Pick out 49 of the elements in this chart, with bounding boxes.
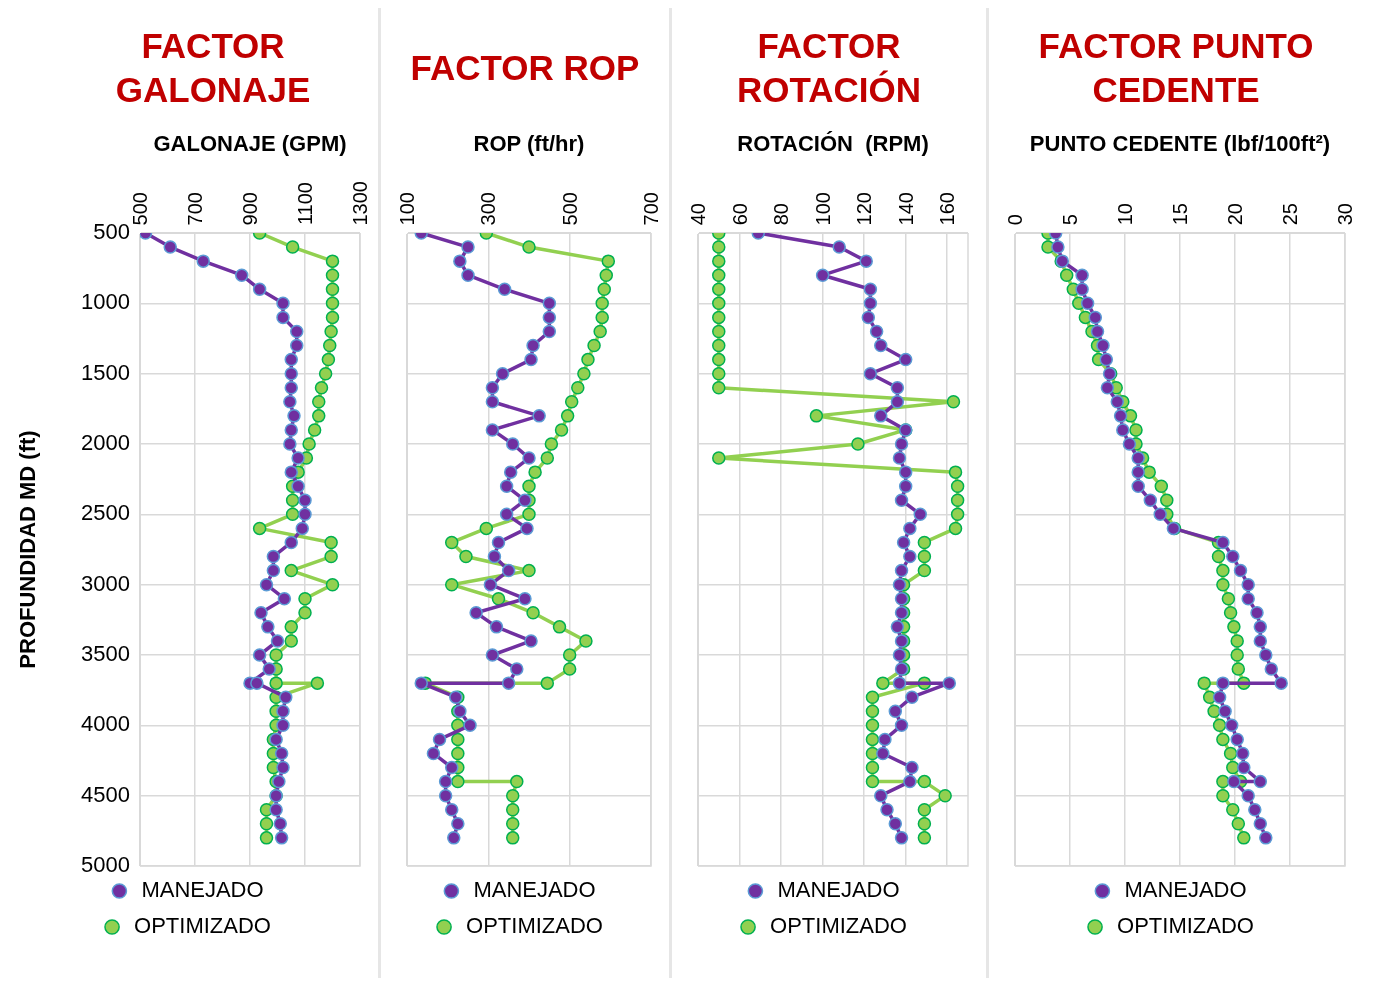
x-tick-label: 0 [1004,213,1026,225]
x-tick-label: 100 [396,191,418,225]
x-tick-label: 60 [728,202,751,225]
x-tick-label: 20 [1224,202,1246,225]
x-tick-label: 30 [1334,202,1356,225]
x-tick-label: 1300 [349,180,371,225]
legend-label: OPTIMIZADO [1117,913,1254,939]
x-tick-label: 500 [558,191,581,225]
x-tick-label: 700 [184,191,206,225]
x-tick-label: 900 [239,191,261,225]
legend-label: OPTIMIZADO [134,913,271,939]
y-tick-label: 1000 [81,289,130,315]
legend-label: MANEJADO [473,877,596,903]
y-tick-label: 5000 [81,852,130,878]
legend-label: MANEJADO [1124,877,1247,903]
y-tick-label: 3500 [81,641,130,667]
y-tick-label: 4500 [81,781,130,807]
x-tick-label: 10 [1114,202,1136,225]
legend-label: MANEJADO [777,877,900,903]
y-tick-label: 3000 [81,570,130,596]
legend-label: MANEJADO [141,877,264,903]
x-tick-label: 40 [687,202,709,225]
x-tick-label: 500 [129,191,151,225]
x-tick-label: 80 [770,202,793,225]
chart-title: FACTOR ROTACIÓN [735,25,923,111]
x-tick-label: 1100 [294,181,316,225]
chart-title: FACTOR ROP [409,47,641,89]
y-tick-label: 2000 [81,430,130,456]
x-tick-label: 15 [1169,202,1191,225]
chart-title: FACTOR GALONAJE [114,25,312,111]
x-axis-title: GALONAJE (GPM) [153,131,347,157]
x-axis-title: ROP (ft/hr) [473,131,585,157]
x-tick-label: 700 [640,191,662,225]
x-tick-label: 140 [894,191,917,225]
x-tick-label: 5 [1059,213,1081,225]
legend-label: OPTIMIZADO [466,913,603,939]
x-axis-title: PUNTO CEDENTE (lbf/100ft²) [1029,131,1331,157]
legend-label: OPTIMIZADO [770,913,907,939]
x-tick-label: 120 [853,191,876,225]
y-tick-label: 4000 [81,711,130,737]
y-tick-label: 2500 [81,500,130,526]
x-tick-label: 160 [936,191,959,225]
x-tick-label: 100 [811,191,834,225]
y-tick-label: 1500 [81,359,130,385]
x-tick-label: 25 [1279,202,1301,225]
x-tick-label: 300 [477,191,500,225]
y-axis-title: PROFUNDIDAD MD (ft) [15,430,41,669]
x-axis-title: ROTACIÓN (RPM) [737,131,929,157]
chart-title: FACTOR PUNTO CEDENTE [1037,25,1315,111]
